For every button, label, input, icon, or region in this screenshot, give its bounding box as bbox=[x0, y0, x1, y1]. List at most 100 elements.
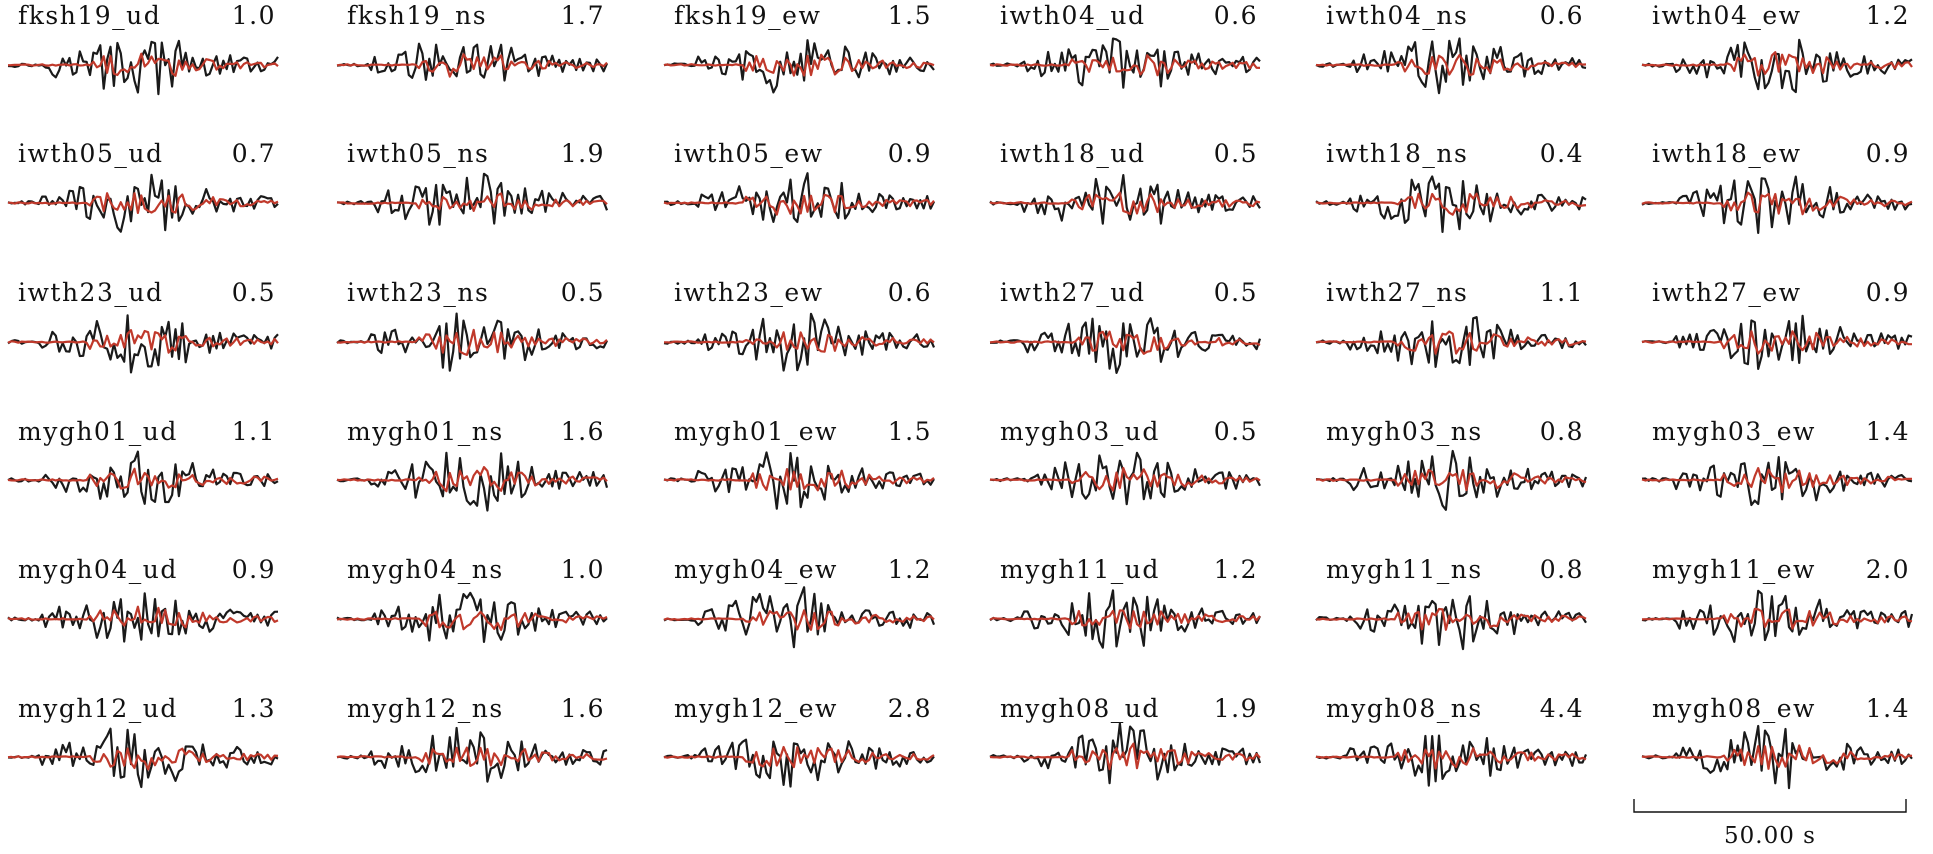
observed-trace bbox=[1315, 734, 1588, 787]
panel-amplitude: 0.5 bbox=[1214, 417, 1258, 446]
observed-trace bbox=[7, 450, 279, 505]
waveform-panel-mygh11-ns: mygh11_ns 0.8 bbox=[1315, 555, 1587, 651]
observed-trace bbox=[989, 451, 1261, 506]
synthetic-trace bbox=[664, 331, 935, 353]
waveform-panel-iwth05-ns: iwth05_ns 1.9 bbox=[336, 139, 609, 226]
waveform-panel-mygh12-ns: mygh12_ns 1.6 bbox=[336, 694, 608, 783]
observed-trace bbox=[1315, 175, 1587, 233]
waveform-panel-iwth05-ew: iwth05_ew 0.9 bbox=[663, 139, 935, 223]
observed-trace bbox=[1315, 37, 1587, 95]
waveform-panel-mygh08-ud: mygh08_ud 1.9 bbox=[989, 694, 1262, 785]
observed-trace bbox=[7, 727, 279, 789]
synthetic-trace bbox=[336, 466, 608, 493]
panel-amplitude: 1.0 bbox=[232, 1, 276, 30]
panel-amplitude: 1.9 bbox=[1214, 694, 1258, 723]
panel-amplitude: 1.4 bbox=[1866, 417, 1910, 446]
waveform-panel-iwth23-ns: iwth23_ns 0.5 bbox=[336, 278, 608, 372]
waveform-panel-mygh12-ud: mygh12_ud 1.3 bbox=[7, 694, 279, 789]
panel-label: iwth23_ud bbox=[18, 278, 163, 307]
panel-amplitude: 1.6 bbox=[561, 417, 605, 446]
panel-amplitude: 0.5 bbox=[232, 278, 276, 307]
waveform-panel-iwth04-ew: iwth04_ew 1.2 bbox=[1641, 1, 1913, 94]
panel-amplitude: 1.2 bbox=[1214, 555, 1258, 584]
panel-amplitude: 0.8 bbox=[1540, 417, 1584, 446]
synthetic-trace bbox=[7, 747, 279, 771]
waveform-panel-mygh03-ud: mygh03_ud 0.5 bbox=[989, 417, 1261, 506]
panel-label: fksh19_ew bbox=[674, 1, 821, 30]
panel-label: iwth18_ud bbox=[1000, 139, 1145, 168]
synthetic-trace bbox=[1315, 747, 1587, 770]
synthetic-trace bbox=[7, 605, 279, 629]
observed-trace bbox=[663, 312, 936, 372]
observed-trace bbox=[336, 591, 608, 643]
panel-label: iwth04_ew bbox=[1652, 1, 1802, 30]
synthetic-trace bbox=[663, 745, 935, 769]
panel-amplitude: 1.6 bbox=[561, 694, 605, 723]
observed-trace bbox=[1315, 316, 1587, 368]
observed-trace bbox=[663, 738, 935, 788]
synthetic-trace bbox=[336, 746, 608, 767]
panel-amplitude: 0.8 bbox=[1540, 555, 1584, 584]
panel-amplitude: 0.4 bbox=[1540, 139, 1584, 168]
synthetic-trace bbox=[1641, 467, 1913, 494]
synthetic-trace bbox=[337, 192, 608, 212]
observed-trace bbox=[1315, 449, 1588, 511]
panel-label: mygh08_ns bbox=[1326, 694, 1483, 723]
panel-label: mygh11_ns bbox=[1326, 555, 1483, 584]
synthetic-trace bbox=[1641, 744, 1913, 770]
panel-amplitude: 1.2 bbox=[888, 555, 932, 584]
panel-label: mygh01_ew bbox=[674, 417, 838, 446]
waveform-panel-iwth27-ew: iwth27_ew 0.9 bbox=[1641, 278, 1913, 370]
waveform-panel-mygh01-ud: mygh01_ud 1.1 bbox=[7, 417, 279, 505]
synthetic-trace bbox=[336, 328, 608, 356]
synthetic-trace bbox=[336, 610, 608, 631]
panel-label: iwth23_ns bbox=[347, 278, 489, 307]
synthetic-trace bbox=[1641, 51, 1913, 77]
observed-trace bbox=[336, 42, 609, 82]
waveform-panel-mygh12-ew: mygh12_ew 2.8 bbox=[663, 694, 935, 788]
panel-amplitude: 4.4 bbox=[1540, 694, 1584, 723]
observed-trace bbox=[1641, 38, 1913, 94]
observed-trace bbox=[1315, 595, 1587, 651]
synthetic-trace bbox=[1315, 607, 1587, 631]
synthetic-trace bbox=[989, 609, 1261, 630]
panel-label: iwth18_ns bbox=[1326, 139, 1468, 168]
panel-label: mygh11_ud bbox=[1000, 555, 1160, 584]
panel-label: mygh01_ud bbox=[18, 417, 178, 446]
waveform-panel-iwth23-ew: iwth23_ew 0.6 bbox=[663, 278, 936, 372]
panel-label: mygh12_ns bbox=[347, 694, 504, 723]
panel-label: mygh04_ew bbox=[674, 555, 838, 584]
synthetic-trace bbox=[663, 609, 935, 631]
panel-label: mygh04_ns bbox=[347, 555, 504, 584]
panel-amplitude: 0.9 bbox=[1866, 278, 1910, 307]
panel-amplitude: 1.1 bbox=[232, 417, 276, 446]
panel-amplitude: 0.5 bbox=[1214, 139, 1258, 168]
observed-trace bbox=[989, 174, 1261, 225]
scale-bar-label: 50.00 s bbox=[1724, 823, 1816, 849]
synthetic-trace bbox=[1315, 468, 1587, 492]
waveform-panel-iwth05-ud: iwth05_ud 0.7 bbox=[7, 139, 279, 233]
panel-amplitude: 1.5 bbox=[888, 1, 932, 30]
synthetic-trace bbox=[1641, 607, 1913, 630]
waveform-panel-iwth27-ud: iwth27_ud 0.5 bbox=[989, 278, 1262, 374]
panel-label: iwth18_ew bbox=[1652, 139, 1802, 168]
observed-trace bbox=[663, 586, 936, 649]
observed-trace bbox=[336, 312, 608, 372]
panel-amplitude: 0.6 bbox=[888, 278, 932, 307]
observed-trace bbox=[663, 39, 935, 94]
panel-amplitude: 1.2 bbox=[1866, 1, 1910, 30]
waveform-panel-iwth04-ns: iwth04_ns 0.6 bbox=[1315, 1, 1587, 95]
synthetic-trace bbox=[989, 466, 1261, 492]
panel-label: iwth23_ew bbox=[674, 278, 824, 307]
observed-trace bbox=[1641, 314, 1913, 370]
panel-label: mygh12_ew bbox=[674, 694, 838, 723]
waveform-panel-mygh04-ud: mygh04_ud 0.9 bbox=[7, 555, 279, 643]
waveform-panel-iwth04-ud: iwth04_ud 0.6 bbox=[989, 1, 1261, 89]
synthetic-trace bbox=[336, 53, 608, 78]
panel-amplitude: 2.0 bbox=[1866, 555, 1910, 584]
panel-label: mygh08_ew bbox=[1652, 694, 1816, 723]
observed-trace bbox=[1641, 724, 1913, 790]
synthetic-trace bbox=[989, 742, 1261, 771]
waveform-panel-iwth18-ns: iwth18_ns 0.4 bbox=[1315, 139, 1587, 233]
